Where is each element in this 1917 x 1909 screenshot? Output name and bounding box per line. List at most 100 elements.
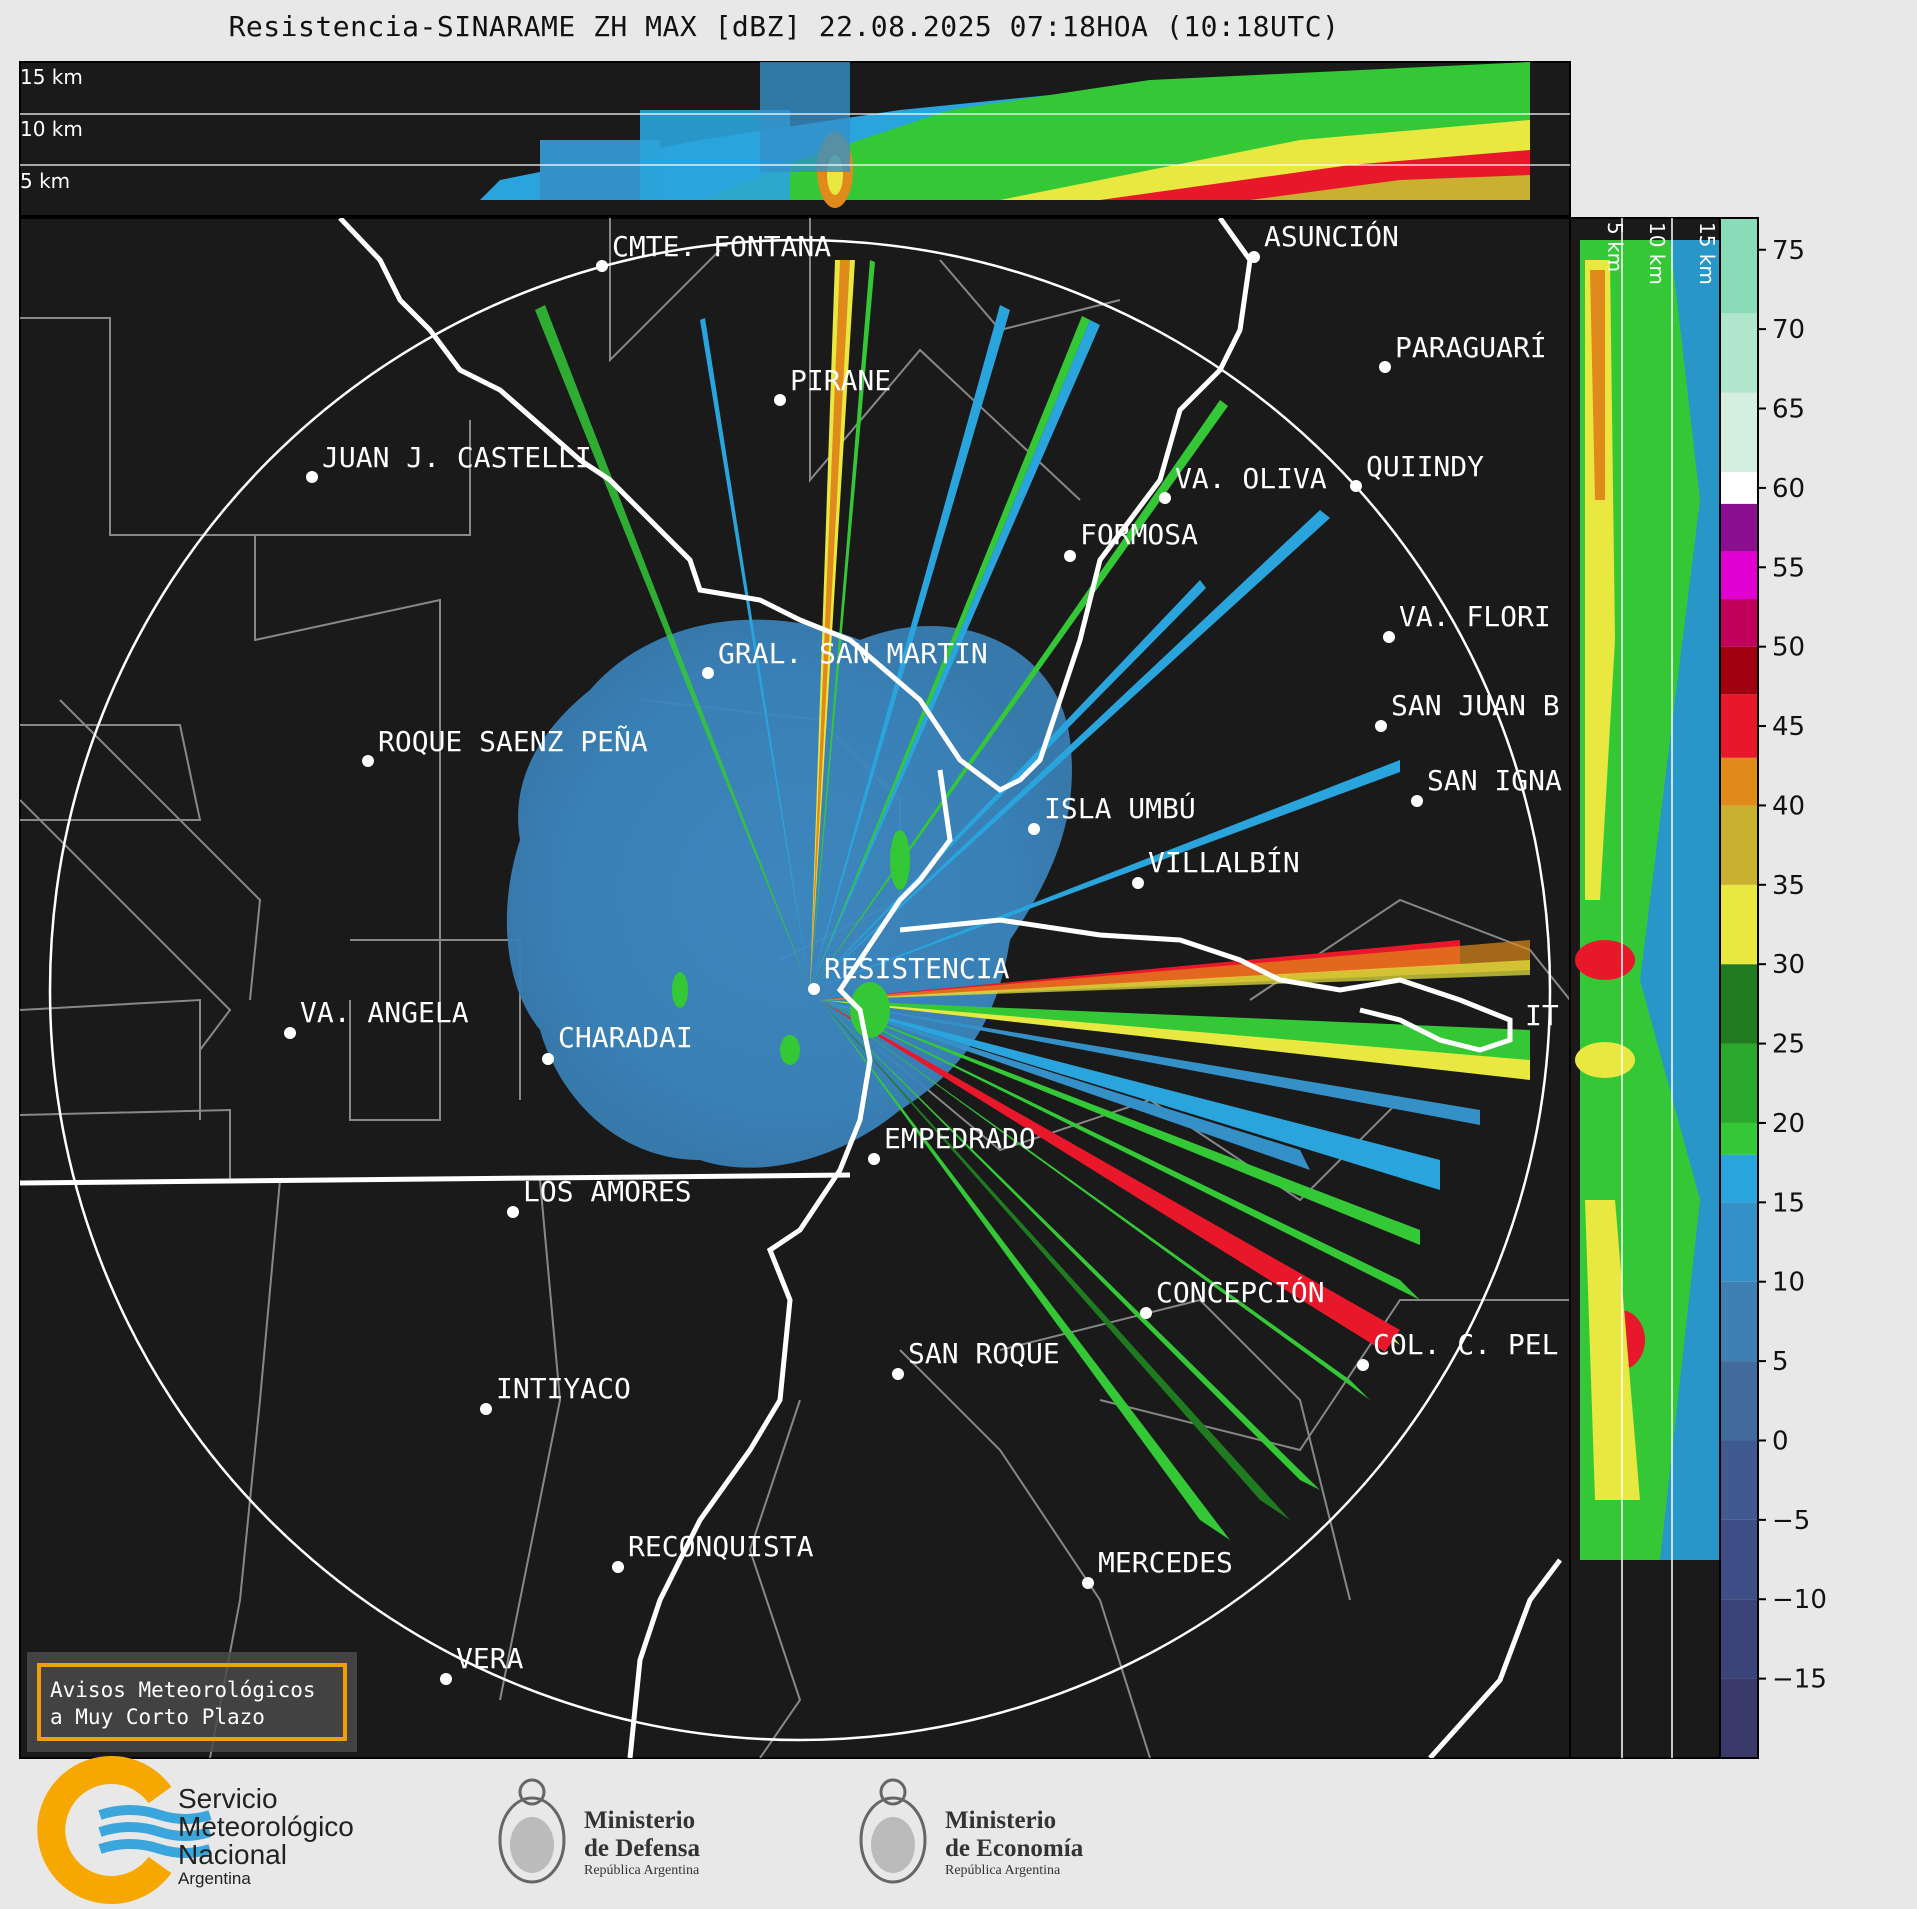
colorbar-tick-label: 5 <box>1772 1347 1789 1377</box>
colorbar-tick-label: 30 <box>1772 950 1805 980</box>
city-marker: CMTE. FONTANA <box>596 230 831 272</box>
colorbar-tick-label: 45 <box>1772 712 1805 742</box>
city-label: VA. FLORI <box>1399 600 1551 633</box>
city-label: ROQUE SAENZ PEÑA <box>378 724 648 758</box>
right-height-label-10: 10 km <box>1645 222 1669 285</box>
smn-line-4: Argentina <box>178 1869 251 1888</box>
city-marker: LOS AMORES <box>507 1175 692 1218</box>
defensa-line-1: Ministerio <box>584 1807 695 1834</box>
colorbar-tick-label: −15 <box>1772 1665 1827 1695</box>
city-label: INTIYACO <box>496 1372 631 1405</box>
warning-box[interactable]: Avisos Meteorológicos a Muy Corto Plazo <box>27 1652 357 1752</box>
city-marker: VA. FLORI <box>1383 600 1551 643</box>
colorbar-segment <box>1720 1281 1758 1362</box>
colorbar-tick-label: 60 <box>1772 474 1805 504</box>
colorbar-segment <box>1720 599 1758 647</box>
admin-boundaries <box>20 218 1570 1758</box>
city-label: VA. OLIVA <box>1175 462 1327 495</box>
city-label: EMPEDRADO <box>884 1122 1036 1155</box>
city-marker: INTIYACO <box>480 1372 631 1415</box>
colorbar-segment <box>1720 218 1758 314</box>
smn-logo: Servicio Meteorológico Nacional Argentin… <box>37 1756 354 1904</box>
colorbar-segment <box>1720 472 1758 504</box>
city-marker: RECONQUISTA <box>612 1530 814 1573</box>
colorbar-segment <box>1720 551 1758 600</box>
colorbar-tick-label: 0 <box>1772 1426 1789 1456</box>
colorbar-segment <box>1720 964 1758 1044</box>
city-marker: RESISTENCIA <box>808 952 1010 995</box>
colorbar-segment <box>1720 1202 1758 1282</box>
city-label: MERCEDES <box>1098 1546 1233 1579</box>
defensa-logo: Ministerio de Defensa República Argentin… <box>498 1778 700 1884</box>
city-label: PIRANE <box>790 364 891 397</box>
city-label: PARAGUARÍ <box>1395 330 1547 364</box>
city-marker: VA. OLIVA <box>1159 462 1327 504</box>
colorbar-tick-label: 25 <box>1772 1030 1805 1060</box>
defensa-line-3: República Argentina <box>584 1863 700 1878</box>
city-marker: SAN JUAN B <box>1375 689 1560 732</box>
city-label: SAN IGNA <box>1427 764 1562 797</box>
city-marker: IT <box>1525 999 1559 1032</box>
top-height-label-15: 15 km <box>20 65 83 89</box>
city-marker: EMPEDRADO <box>868 1122 1036 1165</box>
colorbar-tick-label: −5 <box>1772 1506 1810 1536</box>
colorbar-segment <box>1720 646 1758 695</box>
city-label: CHARADAI <box>558 1021 693 1054</box>
colorbar-segment <box>1720 392 1758 473</box>
city-marker: ISLA UMBÚ <box>1028 791 1196 835</box>
city-label: VILLALBÍN <box>1148 845 1300 879</box>
city-label: CONCEPCIÓN <box>1156 1275 1325 1309</box>
city-label: JUAN J. CASTELLI <box>322 441 592 474</box>
national-borders <box>20 218 1562 1758</box>
colorbar-tick-label: 35 <box>1772 871 1805 901</box>
city-label: LOS AMORES <box>523 1175 692 1208</box>
range-ring <box>48 238 1552 1742</box>
colorbar-tick-label: 20 <box>1772 1109 1805 1139</box>
city-marker: ASUNCIÓN <box>1248 219 1399 263</box>
economia-line-2: de Economía <box>945 1835 1084 1862</box>
colorbar-tick-label: 65 <box>1772 395 1805 425</box>
city-marker: QUIINDY <box>1350 450 1484 492</box>
city-label: ISLA UMBÚ <box>1044 791 1196 825</box>
city-marker: GRAL. SAN MARTIN <box>702 637 988 679</box>
colorbar-segment <box>1720 884 1758 965</box>
city-label: VA. ANGELA <box>300 996 469 1029</box>
city-label: RESISTENCIA <box>824 952 1010 985</box>
city-marker: CHARADAI <box>542 1021 693 1065</box>
city-marker: PIRANE <box>774 364 891 406</box>
main-map-panel <box>19 217 1571 1759</box>
colorbar-segment <box>1720 313 1758 393</box>
colorbar-tick-label: 75 <box>1772 236 1805 266</box>
economia-logo: Ministerio de Economía República Argenti… <box>859 1778 1084 1884</box>
city-marker: VA. ANGELA <box>284 996 469 1039</box>
city-label: CMTE. FONTANA <box>612 230 831 263</box>
footer-logos: Servicio Meteorológico Nacional Argentin… <box>0 1756 1917 1909</box>
page-title: Resistencia-SINARAME ZH MAX [dBZ] 22.08.… <box>228 10 1340 43</box>
right-height-label-15: 15 km <box>1695 222 1719 285</box>
warning-line-2: a Muy Corto Plazo <box>50 1705 265 1729</box>
colorbar-tick-label: 55 <box>1772 553 1805 583</box>
city-labels: CMTE. FONTANA ASUNCIÓN PIRANE PARAGUARÍ … <box>284 219 1562 1685</box>
colorbar-segment <box>1720 757 1758 806</box>
city-marker: MERCEDES <box>1082 1546 1233 1589</box>
colorbar-tick-label: −10 <box>1772 1585 1827 1615</box>
warning-line-1: Avisos Meteorológicos <box>50 1678 316 1702</box>
city-label: QUIINDY <box>1366 450 1484 483</box>
colorbar-segment <box>1720 1154 1758 1203</box>
city-marker: CONCEPCIÓN <box>1140 1275 1325 1319</box>
economia-line-3: República Argentina <box>945 1863 1061 1878</box>
top-height-label-5: 5 km <box>20 169 70 193</box>
smn-line-3: Nacional <box>178 1839 287 1870</box>
top-height-label-10: 10 km <box>20 117 83 141</box>
colorbar-segment <box>1720 503 1758 552</box>
city-marker: COL. C. PEL <box>1357 1328 1558 1371</box>
right-cross-section-panel: 5 km 10 km 15 km <box>1569 217 1721 1759</box>
colorbar-tick-label: 70 <box>1772 315 1805 345</box>
colorbar-segment <box>1720 1122 1758 1155</box>
colorbar-segment <box>1720 1678 1758 1758</box>
city-marker: SAN ROQUE <box>892 1337 1060 1380</box>
colorbar-segment <box>1720 1440 1758 1520</box>
colorbar-segment <box>1720 1519 1758 1600</box>
colorbar-tick-label: 10 <box>1772 1268 1805 1298</box>
